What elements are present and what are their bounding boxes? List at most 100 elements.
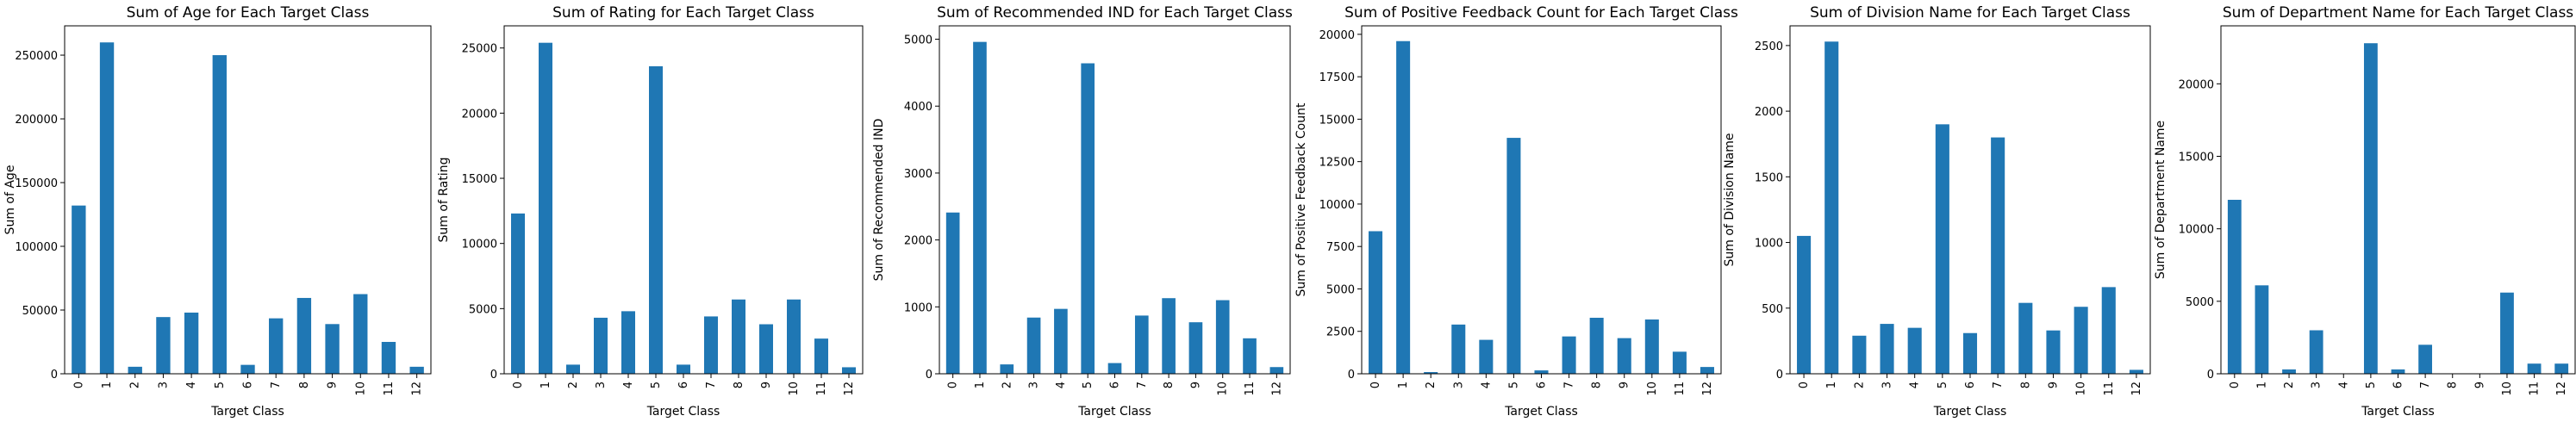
x-tick-label: 4 xyxy=(1055,382,1068,388)
bar-3 xyxy=(2309,330,2323,374)
x-tick-label: 7 xyxy=(1136,382,1149,388)
y-tick-label: 17500 xyxy=(1319,71,1355,84)
bar-1 xyxy=(99,42,115,375)
bar-6 xyxy=(1962,332,1978,374)
y-axis-label: Sum of Age xyxy=(3,165,17,235)
bar-10 xyxy=(1215,300,1230,374)
x-tick-label: 12 xyxy=(1701,382,1714,396)
x-tick-label: 4 xyxy=(2337,382,2350,388)
x-tick-label: 11 xyxy=(2103,382,2116,396)
bar-9 xyxy=(1617,338,1631,374)
bar-7 xyxy=(1562,336,1576,374)
bar-10 xyxy=(787,299,801,374)
y-tick-label: 20000 xyxy=(1319,29,1355,42)
x-tick-label: 2 xyxy=(2283,382,2296,388)
y-tick-label: 0 xyxy=(51,369,58,382)
bar-2 xyxy=(566,364,580,374)
x-tick-label: 12 xyxy=(411,382,424,396)
bar-3 xyxy=(156,317,171,374)
y-tick-label: 15000 xyxy=(2179,152,2214,164)
x-tick-label: 7 xyxy=(270,382,283,388)
bar-1 xyxy=(1396,40,1411,375)
x-tick-label: 0 xyxy=(2229,382,2242,388)
y-tick-label: 250000 xyxy=(15,50,58,63)
bar-4 xyxy=(1907,327,1922,374)
x-tick-label: 2 xyxy=(1001,382,1014,388)
y-axis-label: Sum of Division Name xyxy=(1723,133,1737,266)
y-tick-label: 2500 xyxy=(1326,326,1355,339)
x-axis-label: Target Class xyxy=(1933,405,2007,419)
x-tick-label: 5 xyxy=(650,382,663,388)
bar-2 xyxy=(128,366,142,374)
x-tick-label: 6 xyxy=(242,382,255,388)
y-tick-label: 15000 xyxy=(462,173,497,186)
bar-4 xyxy=(1479,339,1494,374)
bar-10 xyxy=(2074,307,2088,374)
bar-1 xyxy=(1824,41,1839,374)
x-tick-label: 8 xyxy=(2019,382,2032,388)
x-tick-label: 2 xyxy=(567,382,580,388)
bar-1 xyxy=(973,41,987,375)
x-tick-label: 1 xyxy=(1397,382,1410,388)
bar-2 xyxy=(1000,364,1014,374)
x-tick-label: 8 xyxy=(1163,382,1176,388)
bar-8 xyxy=(1162,298,1176,374)
x-tick-label: 9 xyxy=(2047,382,2060,388)
x-tick-label: 4 xyxy=(185,382,198,388)
y-tick-label: 0 xyxy=(926,369,932,382)
x-tick-label: 12 xyxy=(2130,382,2143,396)
bar-11 xyxy=(2101,287,2116,374)
x-tick-label: 6 xyxy=(2392,382,2405,388)
chart-title: Sum of Recommended IND for Each Target C… xyxy=(937,4,1293,22)
x-tick-label: 1 xyxy=(1825,382,1838,388)
bar-10 xyxy=(353,294,368,374)
y-tick-label: 150000 xyxy=(15,177,58,190)
bar-6 xyxy=(1534,370,1549,374)
x-tick-label: 9 xyxy=(1189,382,1202,388)
chart-title: Sum of Rating for Each Target Class xyxy=(552,4,814,22)
bar-2 xyxy=(1424,372,1438,374)
y-tick-label: 100000 xyxy=(15,241,58,254)
y-axis-label: Sum of Recommended IND xyxy=(872,119,886,282)
y-tick-label: 25000 xyxy=(462,43,497,56)
bar-5 xyxy=(1506,138,1521,374)
bar-11 xyxy=(1672,351,1687,374)
bar-1 xyxy=(539,42,552,375)
x-tick-label: 3 xyxy=(1028,382,1041,388)
x-tick-label: 9 xyxy=(760,382,773,388)
bar-9 xyxy=(1188,322,1203,374)
bar-7 xyxy=(1991,137,2005,374)
bar-12 xyxy=(409,366,424,374)
x-tick-label: 3 xyxy=(2311,382,2323,388)
bar-12 xyxy=(1700,367,1714,374)
bar-5 xyxy=(1935,124,1949,374)
y-tick-label: 1000 xyxy=(904,301,932,314)
y-tick-label: 7500 xyxy=(1326,241,1355,254)
bar-11 xyxy=(814,338,828,374)
x-axis-label: Target Class xyxy=(646,405,720,419)
bar-12 xyxy=(842,367,856,374)
plot-frame xyxy=(64,25,432,375)
y-tick-label: 1000 xyxy=(1755,238,1783,251)
x-tick-label: 0 xyxy=(1369,382,1382,388)
chart-panel-4: 0 2500 5000 7500 10000 12500 15000 17500 20000 0 1… xyxy=(1294,4,1738,419)
bar-8 xyxy=(296,297,312,374)
bar-0 xyxy=(945,212,960,374)
bar-12 xyxy=(2554,363,2569,374)
x-tick-label: 5 xyxy=(1937,382,1949,388)
x-tick-label: 5 xyxy=(2365,382,2378,388)
x-tick-label: 6 xyxy=(1964,382,1977,388)
x-tick-label: 12 xyxy=(2555,382,2568,396)
bar-0 xyxy=(1797,235,1812,374)
bar-6 xyxy=(677,364,690,374)
x-tick-label: 6 xyxy=(1536,382,1549,388)
y-tick-label: 2500 xyxy=(1755,40,1783,53)
bar-11 xyxy=(381,342,396,374)
x-tick-label: 1 xyxy=(101,382,114,388)
bar-12 xyxy=(2129,369,2143,374)
bar-0 xyxy=(511,213,525,374)
bar-4 xyxy=(621,311,635,374)
